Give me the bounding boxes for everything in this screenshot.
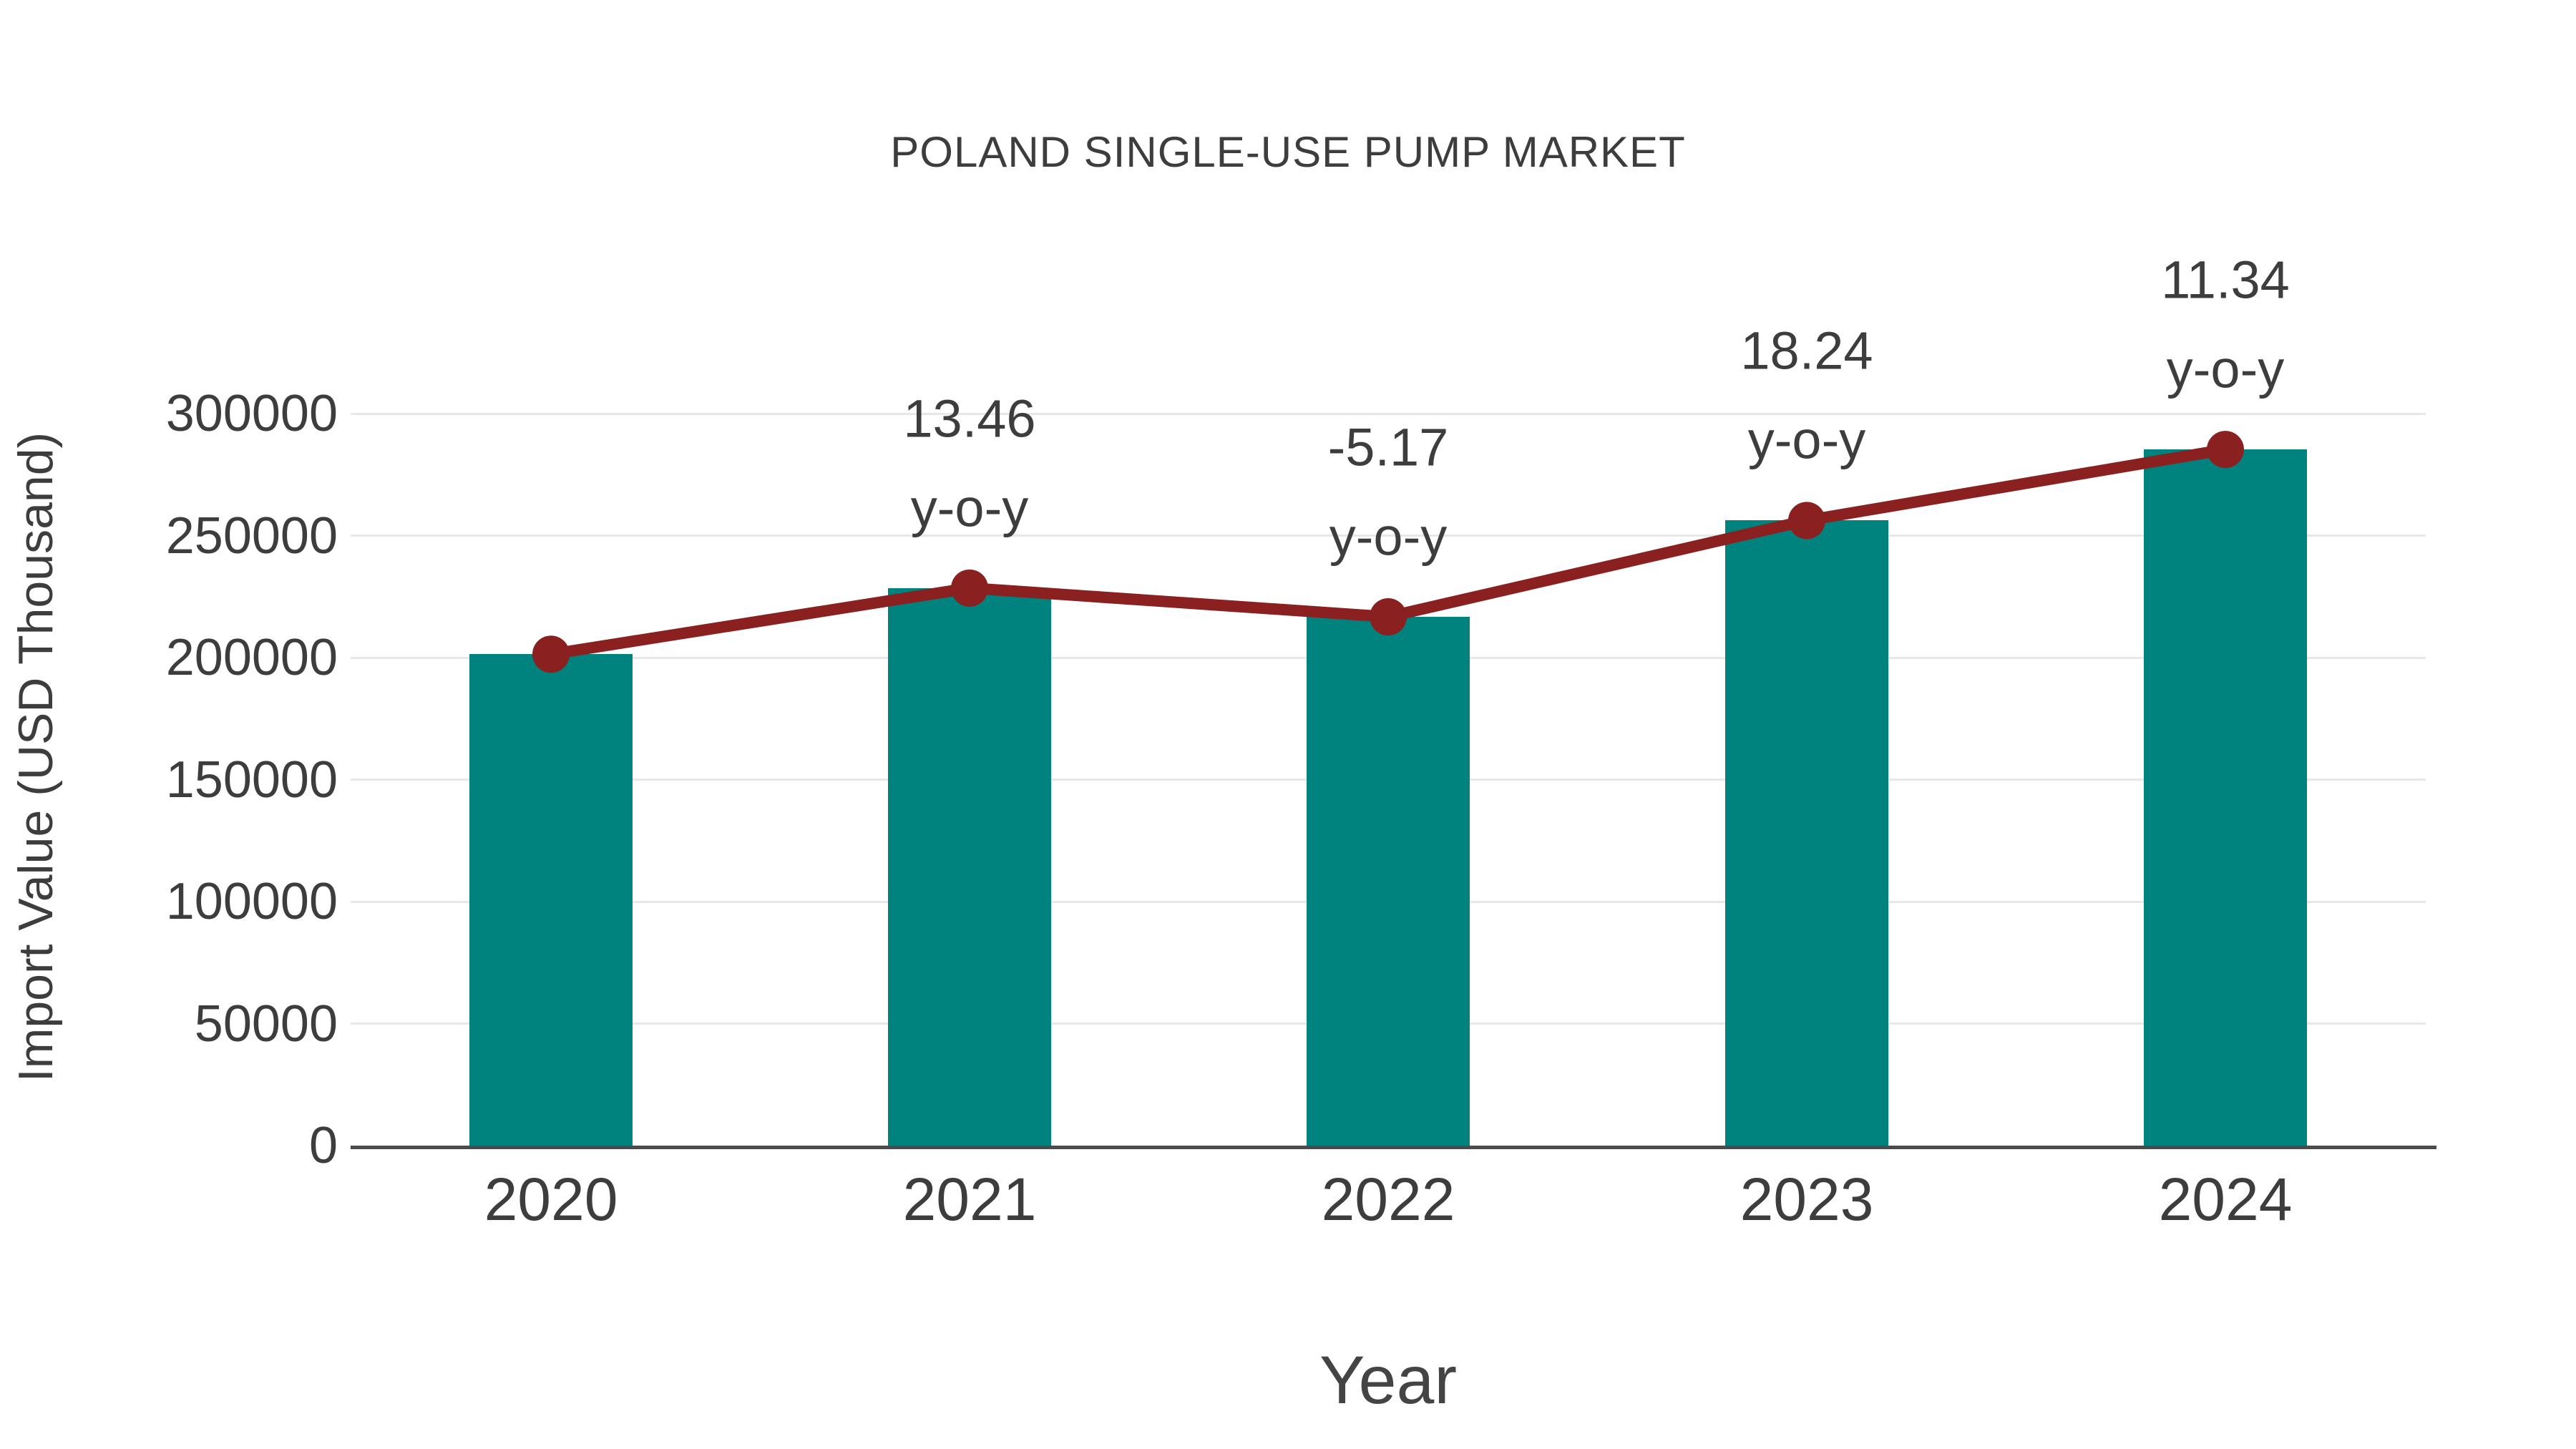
bar-2024[interactable] [2144,449,2307,1146]
gridline-300000 [351,412,2426,415]
y-tick-label-250000: 250000 [165,507,338,565]
x-axis-line [351,1146,2436,1149]
chart-title: POLAND SINGLE-USE PUMP MARKET [890,128,1686,176]
annotation-value-2022: -5.17 [1327,417,1449,477]
annotation-value-2024: 11.34 [2161,250,2290,310]
bar-2020[interactable] [469,654,633,1146]
annotation-suffix-2022: y-o-y [1329,507,1448,567]
y-tick-label-200000: 200000 [165,629,338,686]
x-tick-label-2024: 2024 [2158,1166,2293,1233]
annotation-suffix-2021: y-o-y [910,478,1029,538]
y-tick-label-100000: 100000 [165,873,338,930]
x-axis-title: Year [1319,1342,1457,1418]
y-tick-label-300000: 300000 [165,385,338,442]
x-tick-label-2020: 2020 [484,1166,618,1233]
x-tick-label-2021: 2021 [902,1166,1037,1233]
annotation-value-2023: 18.24 [1740,321,1873,381]
y-axis-title: Import Value (USD Thousand) [9,431,63,1083]
annotation-suffix-2023: y-o-y [1747,410,1866,470]
bar-2022[interactable] [1307,617,1470,1146]
annotation-value-2021: 13.46 [903,389,1036,449]
y-tick-label-0: 0 [308,1117,338,1174]
x-tick-label-2023: 2023 [1740,1166,1874,1233]
bar-2023[interactable] [1725,520,1888,1146]
y-tick-label-150000: 150000 [165,751,338,809]
annotation-suffix-2024: y-o-y [2166,339,2285,399]
x-tick-label-2022: 2022 [1321,1166,1455,1233]
y-tick-label-50000: 50000 [194,995,338,1053]
bar-2021[interactable] [888,587,1051,1146]
